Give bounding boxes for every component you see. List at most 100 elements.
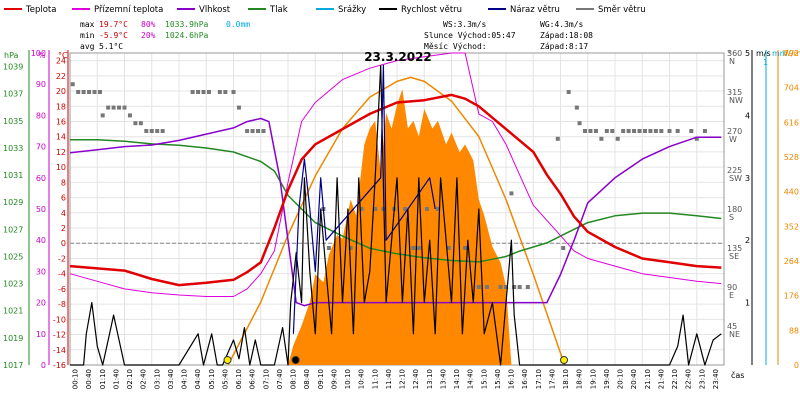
legend-label: Srážky	[338, 5, 366, 15]
tick-label-time: 16:10	[508, 369, 516, 389]
tick-label-pct: 10	[36, 330, 46, 339]
tick-label-degc: 10	[56, 163, 66, 172]
tick-label-time: 00:40	[85, 369, 93, 389]
tick-label-time: 18:40	[576, 369, 584, 389]
tick-label-time: 17:40	[548, 369, 556, 389]
tick-label-time: 11:40	[385, 369, 393, 389]
wind-dir-point	[463, 246, 468, 250]
tick-label-degc: 18	[56, 102, 66, 111]
tick-label-time: 15:10	[480, 369, 488, 389]
stat-max-rain: 0.0mm	[226, 20, 250, 29]
stat-max-temp: 19.7°C	[99, 20, 128, 29]
tick-label-time: 22:10	[671, 369, 679, 389]
tick-label-time: 08:10	[290, 369, 298, 389]
wind-dir-point	[621, 129, 626, 133]
tick-label-degc: -12	[53, 331, 66, 340]
tick-label-time: 09:10	[317, 369, 325, 389]
tick-label-time: 16:40	[521, 369, 529, 389]
tick-label-time: 14:40	[467, 369, 475, 389]
tick-label-pct: 40	[36, 236, 46, 245]
wind-dir-point	[675, 129, 680, 133]
tick-label-ms: 5	[745, 49, 750, 58]
tick-label-dir: NE	[729, 330, 740, 339]
wind-dir-point	[648, 129, 653, 133]
tick-label-hpa: 1019	[3, 334, 23, 343]
wind-dir-point	[138, 121, 143, 126]
tick-label-time: 07:10	[262, 369, 270, 389]
wind-dir-point	[484, 285, 489, 289]
wind-dir-point	[117, 105, 122, 110]
tick-label-degc: -2	[58, 254, 66, 263]
tick-label-time: 23:10	[698, 369, 706, 389]
legend-label: Přízemní teplota	[94, 5, 163, 15]
stats-panel: max 19.7°C 80% 1033.9hPa 0.0mm min -5.9°C 20% 10…	[80, 20, 593, 51]
tick-label-pct: 30	[36, 267, 46, 276]
series-theoretical-line	[227, 76, 566, 366]
axis-label-degc: °C	[58, 51, 68, 60]
chart-title: 23.3.2022	[364, 50, 432, 64]
wind-dir-point	[261, 129, 266, 133]
wind-dir-point	[411, 246, 416, 250]
stat-avg-temp: 5.1°C	[99, 42, 123, 51]
wind-dir-point	[122, 105, 127, 110]
wind-dir-point	[217, 90, 222, 94]
wind-dir-point	[610, 129, 615, 133]
tick-label-degc: 2	[61, 224, 66, 233]
tick-label-time: 14:10	[453, 369, 461, 389]
stat-avg-label: avg	[80, 42, 95, 51]
tick-label-time: 18:10	[562, 369, 570, 389]
tick-label-hpa: 1017	[3, 361, 23, 370]
tick-label-time: 15:40	[494, 369, 502, 389]
tick-label-dir: N	[729, 57, 735, 66]
tick-label-time: 12:40	[412, 369, 420, 389]
wind-dir-point	[190, 90, 195, 94]
tick-label-dir: E	[729, 291, 734, 300]
tick-label-time: 19:40	[603, 369, 611, 389]
tick-label-time: 05:40	[221, 369, 229, 389]
wind-dir-point	[359, 207, 364, 211]
tick-label-time: 06:10	[235, 369, 243, 389]
legend-label: Tlak	[269, 5, 288, 15]
wind-dir-point	[604, 129, 609, 133]
wind-dir-point	[689, 129, 694, 133]
wind-dir-point	[149, 129, 154, 133]
wind-dir-point	[97, 90, 102, 94]
tick-label-time: 00:10	[72, 369, 80, 389]
tick-label-hpa: 1031	[3, 171, 23, 180]
axis-label-pct: %	[38, 51, 46, 60]
wind-dir-point	[512, 285, 517, 289]
tick-label-hpa: 1025	[3, 252, 23, 261]
tick-label-pct: 80	[36, 111, 46, 120]
tick-label-time: 06:40	[249, 369, 257, 389]
tick-label-time: 01:40	[112, 369, 120, 389]
tick-label-mm: 1	[763, 58, 768, 67]
tick-label-hpa: 1029	[3, 198, 23, 207]
stat-min-label: min	[80, 31, 95, 40]
wind-dir-point	[144, 129, 149, 133]
tick-label-wm: 440	[784, 188, 799, 197]
wind-dir-point	[424, 207, 429, 211]
stat-moon: Měsíc Východ:	[424, 42, 487, 51]
tick-label-wm: 704	[784, 84, 799, 93]
wind-dir-point	[206, 90, 211, 94]
stat-max-label: max	[80, 20, 95, 29]
sunrise-marker	[223, 356, 232, 364]
stat-max-press: 1033.9hPa	[165, 20, 209, 29]
tick-label-time: 07:40	[276, 369, 284, 389]
wind-dir-point	[111, 105, 116, 110]
tick-label-time: 21:40	[657, 369, 665, 389]
wind-dir-point	[403, 207, 408, 211]
axis-label-wm: W/m	[783, 49, 800, 58]
tick-label-dir: S	[729, 213, 734, 222]
left-axes: hPa% °C 1039 1037 1035 1033 1031 1029 1027 1025 10…	[3, 49, 69, 370]
tick-label-hpa: 1023	[3, 280, 23, 289]
wind-dir-point	[250, 129, 255, 133]
legend-label: Směr větru	[598, 5, 646, 15]
legend-label: Náraz větru	[510, 5, 560, 15]
tick-label-pct: 50	[36, 205, 46, 214]
tick-label-time: 11:10	[371, 369, 379, 389]
wind-dir-point	[525, 285, 530, 289]
wind-dir-point	[632, 129, 637, 133]
tick-label-time: 04:40	[194, 369, 202, 389]
wind-dir-point	[509, 191, 514, 196]
